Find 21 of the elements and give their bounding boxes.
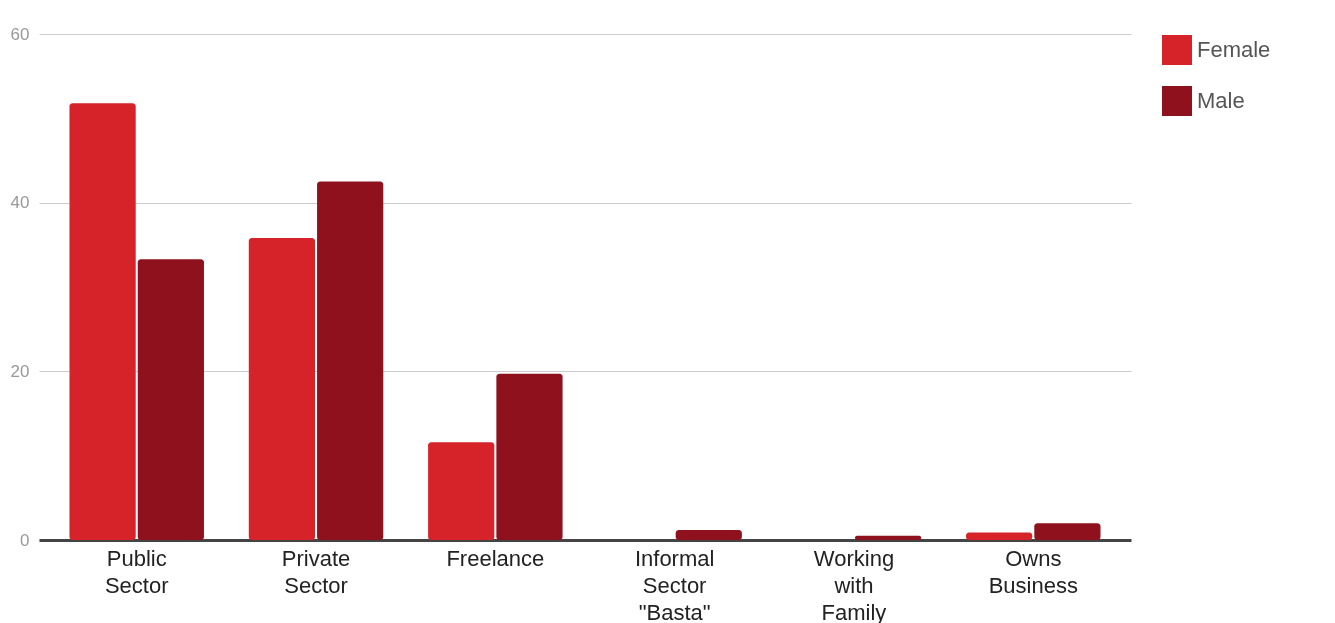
bar [854, 535, 922, 540]
legend-label: Male [1197, 88, 1245, 113]
bar [966, 532, 1033, 540]
x-tick-label: Owns Business [988, 545, 1078, 598]
y-tick-label: 60 [10, 24, 30, 44]
bar [69, 103, 136, 540]
bar [1034, 523, 1101, 540]
bar [675, 529, 742, 540]
bar [137, 259, 204, 540]
y-tick-label: 0 [20, 530, 30, 550]
y-tick-label: 20 [10, 361, 30, 381]
x-tick-label: Freelance [446, 545, 545, 571]
x-tick-label: Public Sector [104, 545, 169, 598]
x-tick-label: Informal Sector "Basta" [634, 545, 715, 623]
bar [317, 181, 384, 540]
bar [496, 373, 563, 540]
y-tick-label: 40 [10, 193, 30, 213]
legend-label: Female [1197, 37, 1271, 62]
bar [248, 238, 316, 540]
bar [428, 442, 495, 540]
x-tick-label: Private Sector [281, 545, 351, 598]
